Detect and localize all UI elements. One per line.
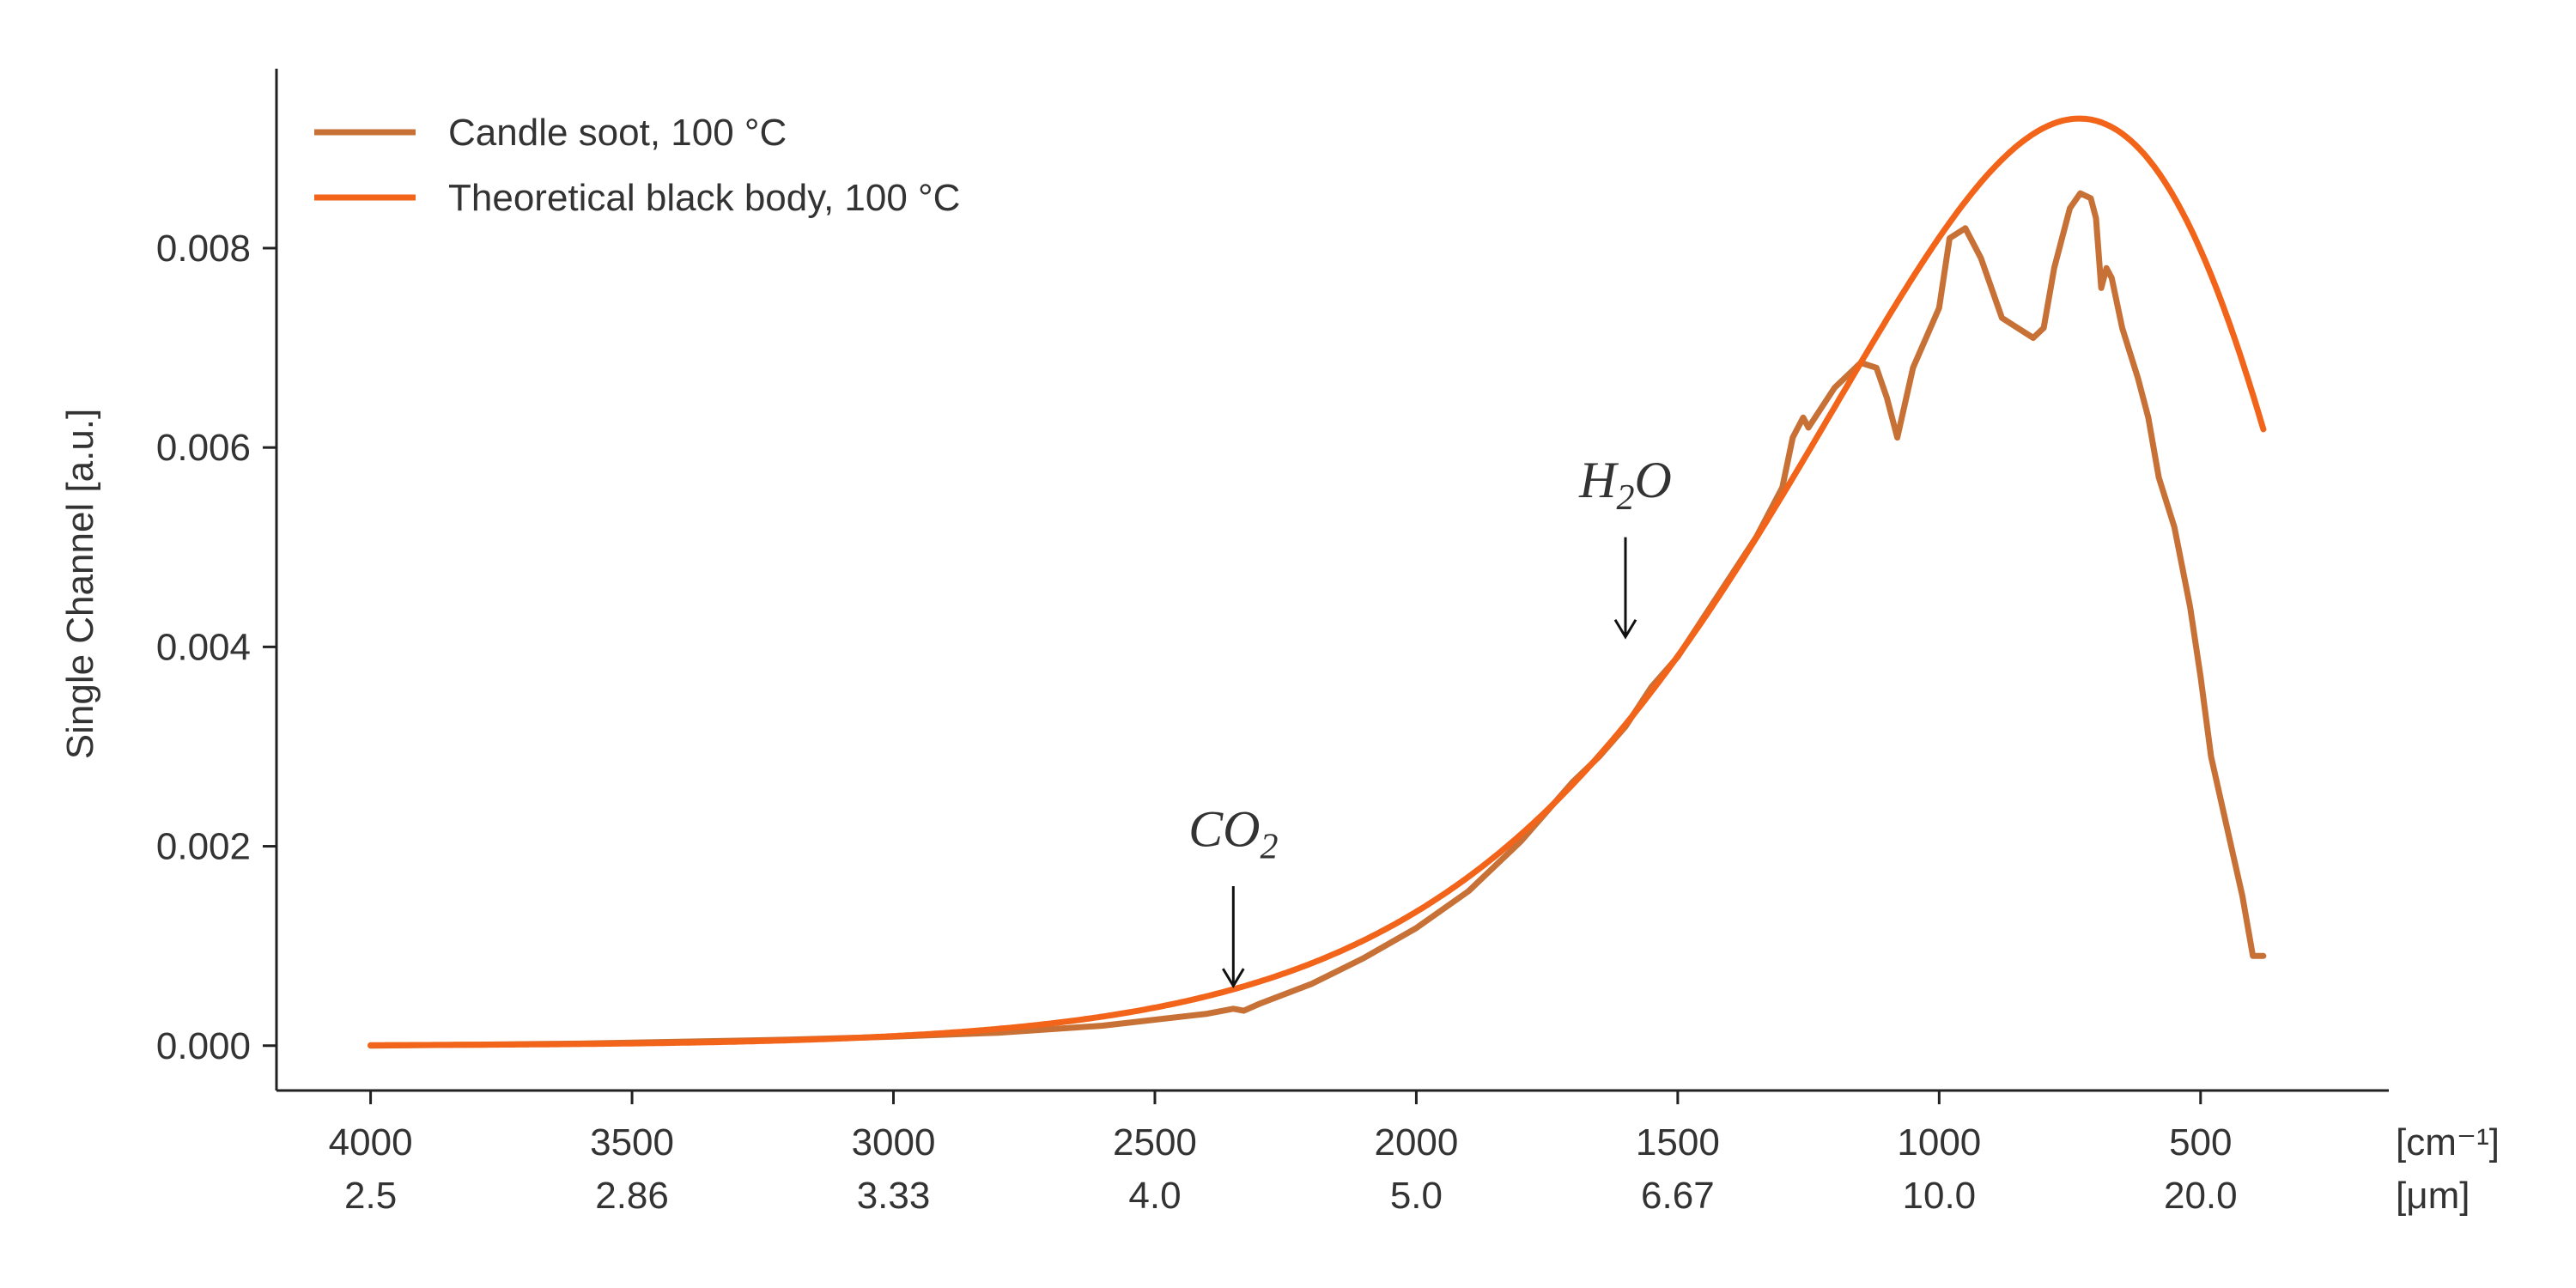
x-tick-label2-3.33: 3.33 (857, 1175, 931, 1217)
x-tick-label-1000: 1000 (1897, 1121, 1981, 1163)
x-tick-label2-2.86: 2.86 (595, 1175, 669, 1217)
x-tick-label2-4.0: 4.0 (1128, 1175, 1181, 1217)
x-tick-label-500: 500 (2169, 1121, 2232, 1163)
y-tick-label-0.006: 0.006 (156, 427, 251, 469)
annotation-label-co2: CO2 (1188, 801, 1278, 867)
annotation-arrowhead-co2 (1222, 968, 1245, 989)
y-tick-label-0.000: 0.000 (156, 1025, 251, 1067)
series-layer (368, 115, 2267, 1049)
annotation-layer: CO2 H2O (1188, 452, 1672, 989)
x-unit-label-wavenumber: [cm⁻¹] (2396, 1121, 2500, 1163)
legend: Candle soot, 100 °C Theoretical black bo… (314, 112, 960, 219)
x-tick-label-2500: 2500 (1113, 1121, 1197, 1163)
x-tick-label-2000: 2000 (1374, 1121, 1458, 1163)
y-tick-label-0.002: 0.002 (156, 826, 251, 868)
x-unit-label-wavelength: [μm] (2396, 1175, 2470, 1217)
y-tick-label-0.008: 0.008 (156, 228, 251, 270)
series-line-candle-soot (368, 190, 2267, 1049)
x-tick-label2-10.0: 10.0 (1903, 1175, 1977, 1217)
x-tick-label-4000: 4000 (329, 1121, 413, 1163)
legend-label-candle-soot: Candle soot, 100 °C (448, 112, 787, 154)
x-tick-label2-20.0: 20.0 (2164, 1175, 2238, 1217)
annotation-label-h2o: H2O (1578, 452, 1672, 518)
series-line-black-body (368, 115, 2267, 1048)
x-tick-label-1500: 1500 (1636, 1121, 1720, 1163)
x-tick-label2-6.67: 6.67 (1641, 1175, 1715, 1217)
y-axis-label: Single Channel [a.u.] (59, 409, 101, 760)
x-tick-label2-5.0: 5.0 (1390, 1175, 1443, 1217)
plot-area: 4000 2.5 3500 2.86 3000 3.33 2500 4.0 2000 5.0 150… (156, 69, 2389, 1217)
y-ticks: 0.000 0.002 0.004 0.006 0.008 (156, 228, 276, 1067)
y-tick-label-0.004: 0.004 (156, 626, 251, 668)
x-ticks: 4000 2.5 3500 2.86 3000 3.33 2500 4.0 2000 5.0 150… (329, 1091, 2238, 1217)
x-tick-label2-2.5: 2.5 (344, 1175, 397, 1217)
x-tick-label-3000: 3000 (852, 1121, 936, 1163)
legend-label-black-body: Theoretical black body, 100 °C (448, 177, 960, 219)
annotation-arrowhead-h2o (1613, 618, 1637, 640)
x-tick-label-3500: 3500 (590, 1121, 674, 1163)
